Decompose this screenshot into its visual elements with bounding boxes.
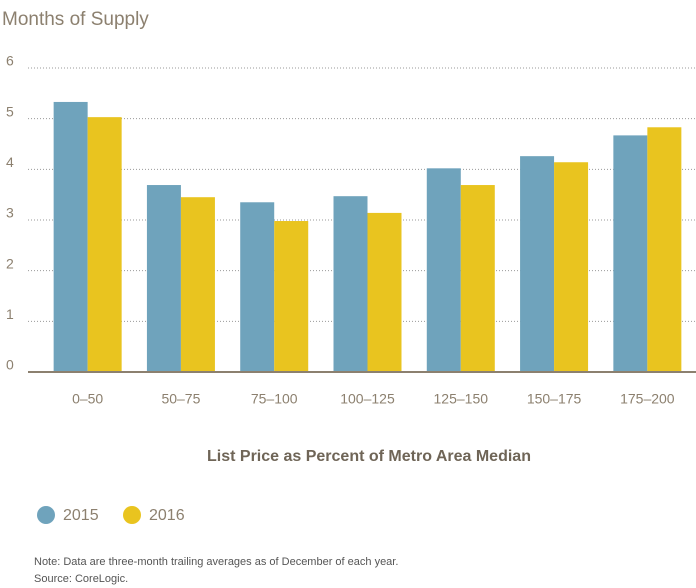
x-tick-label: 150–175 — [527, 391, 582, 407]
x-tick-label: 175–200 — [620, 391, 675, 407]
bar — [367, 212, 402, 372]
y-tick-label: 0 — [6, 357, 14, 373]
x-tick-label: 50–75 — [161, 391, 200, 407]
legend-label: 2016 — [149, 507, 185, 524]
x-tick-label: 100–125 — [340, 391, 395, 407]
y-tick-label: 4 — [6, 154, 14, 170]
y-tick-label: 2 — [6, 255, 14, 271]
bar — [520, 156, 555, 372]
bar — [554, 162, 589, 372]
legend-swatch — [123, 506, 141, 524]
source: Source: CoreLogic. — [34, 573, 128, 585]
bar — [613, 135, 648, 372]
bar — [180, 197, 215, 372]
bar — [460, 185, 495, 372]
legend-label: 2015 — [63, 507, 99, 524]
y-tick-label: 3 — [6, 205, 14, 221]
x-tick-label: 75–100 — [251, 391, 298, 407]
bar — [333, 196, 368, 372]
note: Note: Data are three-month trailing aver… — [34, 556, 398, 568]
x-tick-label: 125–150 — [434, 391, 489, 407]
bar — [647, 127, 682, 372]
y-axis-title: Months of Supply — [2, 9, 149, 30]
y-tick-label: 1 — [6, 306, 14, 322]
bar — [426, 168, 461, 372]
legend-swatch — [37, 506, 55, 524]
x-axis-title: List Price as Percent of Metro Area Medi… — [207, 448, 531, 465]
y-tick-label: 5 — [6, 103, 14, 119]
bar — [53, 101, 88, 373]
bar — [87, 117, 122, 372]
bar — [240, 202, 275, 372]
x-tick-label: 0–50 — [72, 391, 103, 407]
bar — [146, 185, 181, 372]
y-tick-label: 6 — [6, 53, 14, 69]
bar — [274, 221, 309, 372]
